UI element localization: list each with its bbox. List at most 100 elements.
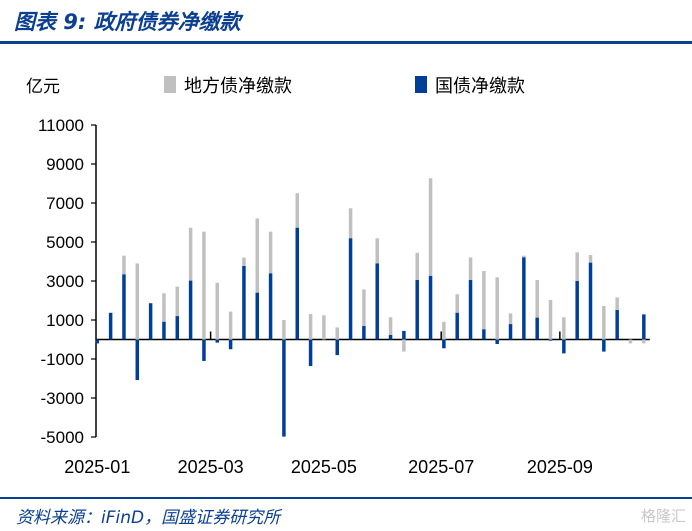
bar-local (322, 315, 326, 340)
bar-local (228, 311, 233, 340)
bar-government (602, 339, 606, 352)
bar-government (588, 262, 593, 340)
bar-government (468, 280, 473, 340)
bar-local (575, 252, 579, 281)
watermark: 格隆汇 (640, 507, 686, 525)
bar-local (602, 305, 606, 340)
bar-government (188, 280, 193, 340)
bar-government (482, 329, 486, 340)
bar-government (415, 280, 419, 340)
bar-local (255, 218, 260, 293)
footer-divider (0, 497, 692, 499)
x-tick-label: 2025-03 (178, 457, 244, 477)
bar-government (375, 263, 379, 340)
bar-government (508, 324, 513, 340)
x-tick-label: 2025-05 (291, 457, 357, 477)
bar-local (335, 327, 339, 340)
y-tick-label: 3000 (46, 272, 84, 291)
bar-local (628, 339, 633, 344)
bar-government (242, 265, 246, 340)
bar-local (642, 339, 646, 344)
bar-government (308, 339, 313, 367)
bar-government (335, 339, 339, 356)
bar-local (242, 257, 246, 266)
bar-government (455, 312, 459, 340)
bar-government (108, 312, 113, 340)
bar-local (362, 289, 366, 327)
y-tick-label: 9000 (46, 155, 84, 174)
bar-local (122, 255, 126, 275)
bar-government (202, 339, 206, 361)
bar-local (548, 299, 553, 340)
y-tick-label: 5000 (46, 233, 84, 252)
legend-swatch-government (415, 76, 427, 93)
bar-local (468, 257, 473, 281)
bar-local (175, 286, 180, 317)
y-tick-label: -3000 (41, 389, 84, 408)
bar-government (122, 274, 126, 340)
bar-government (148, 303, 153, 340)
bar-local (562, 317, 566, 340)
y-tick-label: -5000 (41, 428, 84, 447)
bar-local (588, 255, 593, 263)
title-divider (0, 41, 692, 44)
source-note: 资料来源：iFinD，国盛证券研究所 (16, 508, 281, 528)
bar-government (535, 317, 539, 340)
legend-swatch-local (164, 76, 176, 93)
bar-local (522, 255, 526, 258)
x-tick-label: 2025-07 (408, 457, 474, 477)
bar-government (295, 227, 299, 340)
bar-government (442, 339, 446, 349)
bar-local (508, 313, 513, 325)
bar-government (362, 326, 366, 340)
bar-government (135, 339, 140, 381)
bar-government (428, 275, 433, 340)
bar-local (135, 263, 140, 340)
y-tick-label: 1000 (46, 311, 84, 330)
bar-local (282, 320, 286, 340)
y-tick-label: 7000 (46, 194, 84, 213)
x-tick-label: 2025-09 (527, 457, 593, 477)
bar-local (442, 321, 446, 340)
bar-government (268, 273, 273, 340)
bar-government (522, 257, 526, 340)
bar-local (162, 293, 166, 322)
legend-label-government: 国债净缴款 (435, 76, 525, 96)
bar-government (175, 316, 180, 340)
bar-local (402, 339, 406, 352)
chart-title: 图表 9: 政府债券净缴款 (14, 10, 241, 34)
bar-government (575, 281, 579, 340)
bar-local (375, 238, 379, 264)
bar-government (95, 339, 100, 344)
bar-local (308, 313, 313, 340)
bar-local (428, 178, 433, 276)
bar-local (482, 271, 486, 330)
y-axis-unit: 亿元 (26, 77, 60, 96)
bar-local (415, 252, 419, 281)
bar-government (255, 292, 260, 340)
bar-local (455, 294, 459, 313)
bar-government (215, 339, 220, 343)
bar-government (615, 310, 619, 340)
bar-local (295, 193, 299, 228)
y-tick-label: 11000 (38, 116, 84, 135)
bar-government (228, 339, 233, 350)
bar-government (348, 238, 353, 340)
legend-label-local: 地方债净缴款 (184, 76, 292, 96)
bar-local (215, 282, 220, 340)
bar-government (642, 314, 646, 340)
x-tick-label: 2025-01 (64, 457, 130, 477)
bar-government (562, 339, 566, 354)
bar-government (388, 335, 393, 340)
bar-local (348, 208, 353, 239)
bar-local (495, 277, 499, 340)
bar-local (388, 317, 393, 336)
bar-government (548, 339, 553, 341)
bar-local (188, 227, 193, 281)
bar-government (495, 339, 499, 344)
bar-government (402, 330, 406, 340)
bar-local (615, 297, 619, 311)
bar-local (268, 231, 273, 274)
y-tick-label: -1000 (41, 350, 84, 369)
